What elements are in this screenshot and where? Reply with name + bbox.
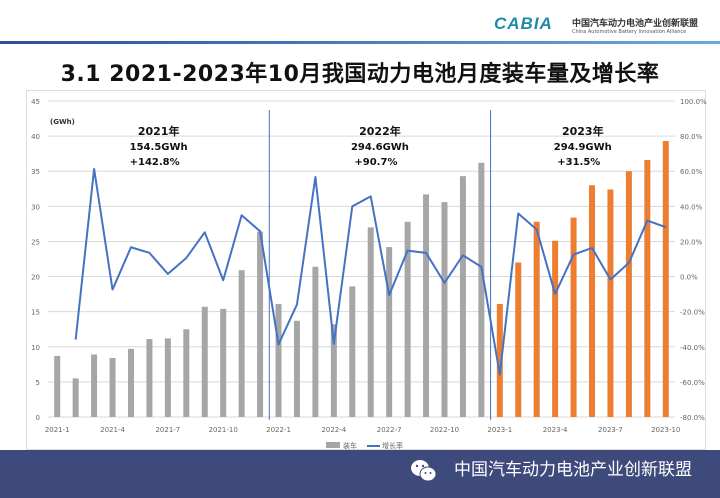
y-right-tick-label: -60.0% <box>680 379 705 387</box>
bar-2022-8 <box>404 221 411 417</box>
org-name-en: China Automotive Battery Innovation Alli… <box>572 29 687 35</box>
bar-2022-12 <box>478 162 485 417</box>
footer-bar: 中国汽车动力电池产业创新联盟 <box>0 450 720 498</box>
annotation-total: 294.6GWh <box>351 142 409 153</box>
y-right-tick-label: 20.0% <box>680 238 703 246</box>
bar-2023-4 <box>552 240 559 417</box>
y-left-tick-label: 10 <box>31 344 40 352</box>
bar-2022-2 <box>293 320 300 417</box>
bar-2022-6 <box>367 227 374 417</box>
y-left-tick-label: 15 <box>31 309 40 317</box>
bar-2021-11 <box>238 270 245 417</box>
bar-2022-4 <box>330 324 337 417</box>
bar-2021-3 <box>91 354 98 417</box>
bar-2021-8 <box>183 329 190 417</box>
x-tick-label: 2021-10 <box>209 426 238 434</box>
bar-2023-6 <box>589 185 596 417</box>
bar-2023-5 <box>570 217 577 417</box>
y-right-tick-label: -80.0% <box>680 414 705 422</box>
bar-2021-2 <box>72 378 79 417</box>
legend-label-bar: 装车 <box>343 441 357 450</box>
y-right-tick-label: 60.0% <box>680 168 703 176</box>
x-tick-label: 2023-10 <box>651 426 680 434</box>
bar-2023-7 <box>607 189 614 417</box>
x-tick-label: 2023-7 <box>598 426 623 434</box>
bar-2021-4 <box>109 358 116 417</box>
org-name-cn: 中国汽车动力电池产业创新联盟 <box>572 19 699 29</box>
legend-label-line: 增长率 <box>382 441 403 450</box>
y-left-tick-label: 35 <box>31 168 40 176</box>
bar-2022-11 <box>459 176 466 417</box>
bar-2023-2 <box>515 262 522 417</box>
annotation-growth: +31.5% <box>557 157 600 168</box>
bar-2022-3 <box>312 266 319 417</box>
y-left-tick-label: 0 <box>36 414 40 422</box>
bar-2023-9 <box>644 159 651 417</box>
y-right-tick-label: -40.0% <box>680 344 705 352</box>
y-left-tick-label: 45 <box>31 98 40 106</box>
annotation-year: 2023年 <box>562 124 604 138</box>
x-tick-label: 2021-1 <box>45 426 70 434</box>
bar-2023-1 <box>496 303 503 417</box>
footer-org-name: 中国汽车动力电池产业创新联盟 <box>454 460 692 480</box>
y-right-tick-label: 100.0% <box>680 98 707 106</box>
bar-2021-7 <box>164 338 171 417</box>
y-right-tick-label: 40.0% <box>680 203 703 211</box>
annotation-year: 2022年 <box>359 124 401 138</box>
y-left-tick-label: 40 <box>31 133 40 141</box>
page-title: 3.1 2021-2023年10月我国动力电池月度装车量及增长率 <box>60 62 660 87</box>
bar-2021-5 <box>127 348 134 417</box>
x-tick-label: 2022-7 <box>377 426 402 434</box>
x-tick-label: 2022-1 <box>266 426 291 434</box>
x-tick-label: 2021-4 <box>100 426 125 434</box>
bar-2021-9 <box>201 306 208 417</box>
bar-2021-12 <box>257 231 264 417</box>
cabia-logo: CABIA 中国汽车动力电池产业创新联盟 China Automotive Ba… <box>490 10 720 40</box>
legend-swatch-bar <box>326 442 340 448</box>
y-unit-label: (GWh) <box>50 118 75 126</box>
bar-2023-10 <box>662 141 669 417</box>
y-left-tick-label: 5 <box>36 379 40 387</box>
y-left-tick-label: 20 <box>31 274 40 282</box>
annotation-year: 2021年 <box>138 124 180 138</box>
annotation-growth: +142.8% <box>130 157 180 168</box>
bar-2023-3 <box>533 221 540 417</box>
bar-2022-1 <box>275 303 282 417</box>
y-left-tick-label: 30 <box>31 203 40 211</box>
x-tick-label: 2023-1 <box>487 426 512 434</box>
x-tick-label: 2022-4 <box>321 426 346 434</box>
bar-2021-6 <box>146 339 153 417</box>
bar-2021-10 <box>220 308 227 417</box>
annotation-growth: +90.7% <box>354 157 397 168</box>
y-right-tick-label: 0.0% <box>680 274 698 282</box>
y-right-tick-label: 80.0% <box>680 133 703 141</box>
bar-2022-10 <box>441 202 448 417</box>
x-tick-label: 2022-10 <box>430 426 459 434</box>
bar-2022-7 <box>386 247 393 417</box>
y-right-tick-label: -20.0% <box>680 309 705 317</box>
bar-2023-8 <box>625 171 632 417</box>
x-tick-label: 2023-4 <box>543 426 568 434</box>
annotation-total: 154.5GWh <box>130 142 188 153</box>
wechat-icon <box>411 460 437 482</box>
x-tick-label: 2021-7 <box>155 426 180 434</box>
header-divider <box>0 41 720 44</box>
bar-2021-1 <box>54 355 61 417</box>
combo-chart: 0 5 10 15 20 25 30 35 40 45 -80.0% -60.0% -40.0% -20.… <box>31 98 707 450</box>
bar-2022-5 <box>349 286 356 417</box>
chart-frame <box>26 90 706 450</box>
logo-mark: CABIA <box>494 14 553 33</box>
annotation-total: 294.9GWh <box>554 142 612 153</box>
bar-2022-9 <box>423 194 430 417</box>
y-left-tick-label: 25 <box>31 238 40 246</box>
